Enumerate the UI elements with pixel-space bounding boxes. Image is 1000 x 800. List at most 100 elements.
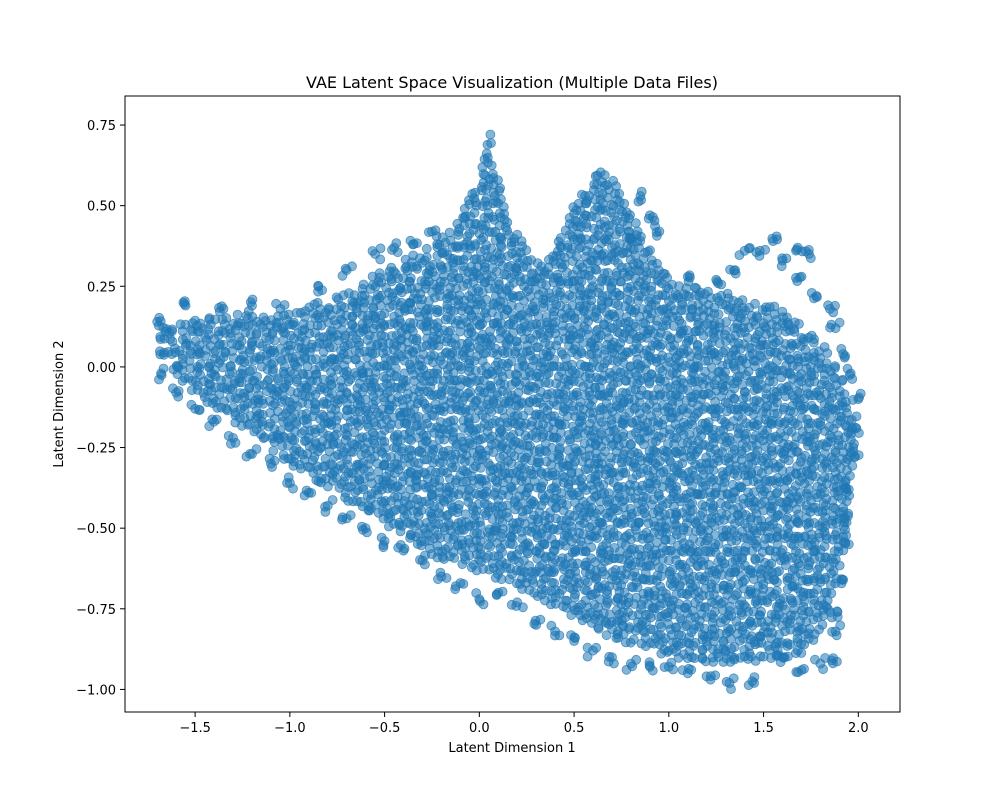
data-point	[460, 509, 471, 520]
data-point	[652, 258, 662, 269]
data-point	[283, 376, 294, 386]
data-point	[729, 393, 740, 404]
data-point	[772, 585, 782, 596]
data-point	[357, 481, 368, 492]
data-point	[650, 446, 660, 457]
data-point	[636, 231, 646, 242]
data-point	[576, 346, 586, 357]
data-point	[416, 361, 427, 371]
data-point	[596, 430, 607, 440]
data-point	[464, 438, 475, 449]
data-point	[379, 436, 390, 447]
data-point	[417, 396, 428, 407]
data-point	[221, 313, 232, 323]
data-point	[512, 229, 523, 240]
data-point	[506, 356, 517, 367]
data-point	[602, 595, 613, 605]
data-point	[676, 374, 687, 385]
data-point	[448, 415, 459, 426]
data-point	[236, 336, 247, 347]
data-point	[432, 530, 443, 540]
data-point	[796, 648, 807, 658]
data-point	[289, 317, 299, 328]
data-point	[671, 481, 681, 492]
data-point	[310, 354, 321, 365]
data-point	[422, 418, 433, 429]
data-point	[493, 175, 503, 186]
data-point	[513, 387, 524, 398]
data-point	[434, 475, 445, 486]
data-point	[485, 129, 496, 140]
data-point	[598, 566, 608, 577]
data-point	[628, 319, 639, 330]
data-point	[682, 325, 692, 336]
data-point	[495, 194, 506, 205]
data-point	[317, 409, 328, 420]
data-point	[474, 516, 485, 527]
data-point	[167, 324, 178, 335]
data-point	[724, 432, 735, 443]
data-point	[406, 364, 417, 375]
data-point	[559, 393, 570, 404]
data-point	[465, 386, 476, 397]
data-point	[502, 225, 513, 236]
data-point	[370, 395, 381, 406]
data-point	[793, 509, 804, 520]
data-point	[432, 304, 443, 315]
data-point	[644, 378, 655, 389]
data-point	[421, 243, 432, 254]
data-point	[390, 268, 401, 279]
data-point	[645, 245, 655, 256]
data-point	[582, 324, 592, 335]
data-point	[666, 301, 676, 312]
plot-area: −1.5 −1.0 −0.5 0.0 0.5 1.0 1.5 2.0 −1.00−0.75−0…	[76, 95, 901, 736]
data-point	[453, 273, 464, 284]
data-point	[444, 227, 455, 238]
data-point	[655, 581, 666, 592]
data-point	[501, 559, 512, 569]
data-point	[355, 496, 366, 507]
data-point	[411, 333, 422, 344]
data-point	[354, 337, 365, 348]
data-point	[713, 309, 724, 320]
data-point	[232, 309, 243, 320]
data-point	[619, 198, 630, 209]
data-point	[750, 298, 760, 309]
data-point	[769, 301, 780, 312]
data-point	[497, 547, 508, 558]
data-point	[599, 170, 610, 181]
data-point	[480, 412, 491, 423]
data-point	[517, 241, 528, 252]
data-point	[614, 188, 625, 199]
data-point	[782, 551, 793, 562]
data-point	[692, 339, 703, 350]
data-point	[745, 565, 756, 575]
data-point	[543, 269, 554, 280]
data-point	[405, 273, 416, 284]
data-point	[400, 375, 411, 386]
data-point	[613, 258, 623, 269]
chart-title: VAE Latent Space Visualization (Multiple…	[306, 73, 718, 92]
data-point	[381, 282, 392, 293]
data-point	[379, 308, 390, 319]
data-point	[486, 160, 497, 171]
data-point	[587, 275, 597, 286]
data-point	[602, 267, 613, 278]
data-point	[567, 359, 577, 370]
data-point	[586, 553, 597, 564]
data-point	[751, 395, 762, 406]
data-point	[421, 252, 432, 263]
data-point	[550, 564, 560, 574]
data-point	[342, 388, 353, 399]
data-point	[634, 451, 645, 462]
data-point	[681, 290, 692, 301]
data-point	[554, 451, 565, 462]
data-point	[737, 295, 748, 306]
data-point	[692, 361, 702, 372]
data-point	[782, 638, 793, 649]
data-point	[416, 505, 427, 516]
data-point	[195, 359, 206, 370]
data-point	[259, 432, 270, 443]
data-point	[273, 375, 284, 385]
